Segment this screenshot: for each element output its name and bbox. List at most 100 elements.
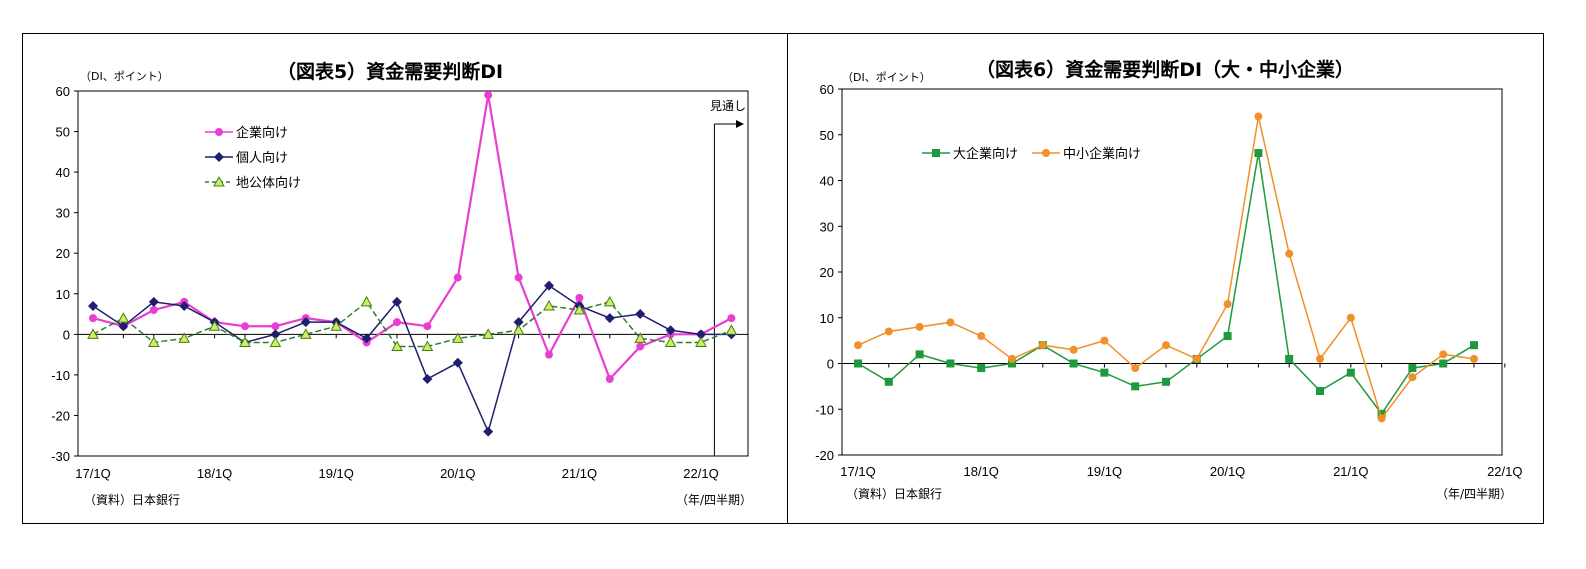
chart1-legend-marker [213,175,225,187]
chart2-legend-marker [932,149,940,157]
panel-divider [787,33,788,524]
chart2-point [1254,149,1263,158]
chart2-legend-label: 大企業向け [953,146,1018,162]
chart1-point [392,296,402,307]
chart1-point [239,336,251,347]
chart2-y-tick-label: 30 [820,219,834,234]
chart2-x-tick-label: 22/1Q [1487,464,1522,479]
chart1-annotation: 見通し [710,99,746,113]
chart2-x-tick-label: 19/1Q [1087,464,1122,479]
chart1-xlabel: （年/四半期） [676,493,752,507]
chart1-point [393,318,401,327]
chart2-point [1223,332,1232,341]
chart2-point [977,364,986,373]
chart2-y-tick-label: 0 [827,357,834,372]
chart1-point [635,309,646,320]
chart2-point [854,341,862,350]
chart2-point [1439,350,1448,359]
chart1-point [483,426,494,437]
chart2-point [1069,359,1078,368]
chart2-point [915,350,924,359]
chart2-point [1162,341,1170,350]
chart1-y-tick-label: -20 [51,408,70,423]
chart2-point [1439,359,1448,368]
chart1-point [603,295,616,307]
chart1-point [665,325,676,336]
chart1-x-tick-label: 18/1Q [197,466,232,481]
chart1-series-line [92,300,732,348]
chart1-point [544,280,554,291]
chart1-point [636,342,645,351]
chart1-point [299,328,312,339]
chart2-point [1470,341,1478,350]
chart2-point [946,359,955,368]
chart2-x-tick-label: 18/1Q [963,464,998,479]
chart1-point [241,322,249,331]
chart1-point [696,329,706,340]
chart2-plot-area [841,88,1503,456]
chart1-y-tick-label: 30 [56,206,70,221]
chart1-point [269,336,282,347]
chart2-y-tick-label: 60 [820,82,834,97]
chart1-y-tick-label: 20 [56,246,70,261]
chart1-point [664,336,677,347]
chart2-point [1346,313,1355,322]
chart1-point [421,340,434,351]
chart2-point [1192,354,1201,363]
chart1-point [422,373,433,384]
chart1-point [147,336,160,347]
chart2-point [1377,409,1386,418]
chart2-point [1316,386,1324,395]
chart1-point [423,322,432,331]
chart2-y-tick-label: 20 [820,265,834,280]
chart1-point [452,357,463,368]
chart2-point [1316,354,1324,363]
chart1-legend-label: 企業向け [236,125,288,141]
chart1-series-line [92,94,732,381]
chart1-point [117,312,130,323]
chart2-point [1377,414,1386,423]
chart1-point [453,273,462,282]
chart2-y-tick-label: -20 [815,448,834,463]
chart2-point [1223,300,1232,309]
chart2-point [884,327,893,336]
chart1-point [482,328,495,339]
chart1-point [270,329,281,340]
chart1-point [695,336,707,347]
chart2-title: （図表6）資金需要判断DI（大・中小企業） [976,58,1354,81]
chart1-plot-area [77,90,749,457]
chart2-series-line [857,116,1475,421]
chart1-point [360,295,373,307]
chart2-legend-marker [1042,149,1050,157]
chart1-point [484,91,493,100]
chart2-point [884,377,893,386]
chart1-point [604,313,615,324]
chart2-point [1100,368,1109,377]
chart2-legend-label: 中小企業向け [1063,146,1141,162]
chart2-y-tick-label: 10 [820,311,834,326]
chart1-point [179,300,190,311]
chart1-point [512,324,525,335]
chart1-point [634,332,647,343]
chart2-point [1408,373,1417,382]
chart2-ylabel: （DI、ポイント） [842,71,931,84]
chart2-point [1008,354,1016,363]
chart2-point [1038,341,1047,350]
chart2-point [1408,364,1417,373]
chart1-x-tick-label: 17/1Q [75,466,110,481]
chart2-point [1162,377,1170,386]
chart2-y-tick-label: 50 [820,128,834,143]
chart1-point [88,300,98,311]
chart1-point [118,321,129,332]
chart1-legend-label: 地公体向け [236,175,301,191]
chart1-point [330,320,343,331]
chart2-x-tick-label: 20/1Q [1210,464,1245,479]
chart1-x-tick-label: 21/1Q [562,466,597,481]
chart2-point [946,318,955,327]
chart1-y-tick-label: 40 [56,165,70,180]
chart2-point [977,332,986,341]
chart1-point [451,332,464,343]
figure-frame [22,33,1544,524]
chart1-x-tick-label: 19/1Q [318,466,353,481]
